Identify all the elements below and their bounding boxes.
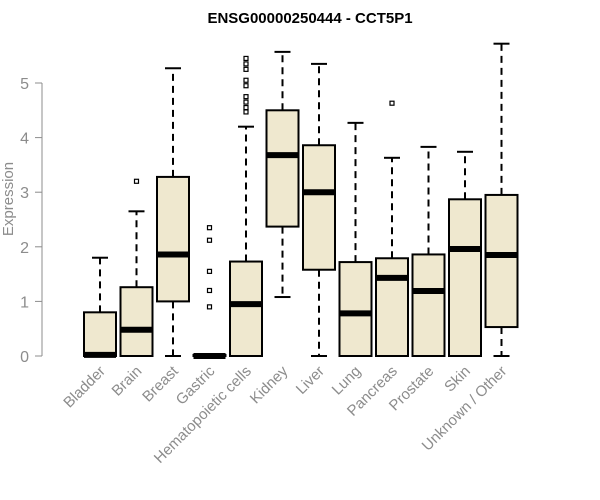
box-iqr (229, 260, 263, 357)
box-group (375, 100, 409, 357)
y-tick-label: 4 (20, 131, 29, 148)
box-iqr (302, 144, 336, 271)
y-tick-label: 3 (20, 185, 29, 202)
box-group (119, 178, 154, 358)
x-tick-label: Kidney (247, 362, 292, 407)
chart-title: ENSG00000250444 - CCT5P1 (207, 10, 412, 27)
outlier-point (206, 225, 213, 231)
box-iqr (338, 261, 373, 358)
y-tick-label: 1 (20, 294, 29, 311)
y-axis-ticks: 0 1 2 3 4 5 (20, 76, 42, 366)
box-group (156, 67, 190, 357)
outlier-point (243, 94, 249, 100)
outlier-point (133, 178, 140, 184)
outlier-point (389, 100, 395, 106)
box-iqr (119, 286, 154, 358)
y-axis-label: Expression (0, 162, 17, 236)
outlier-point (243, 66, 249, 72)
box-iqr (448, 198, 482, 357)
outlier-point (243, 109, 249, 115)
x-tick-label: Bladder (60, 363, 109, 412)
box-group (192, 225, 227, 359)
box-iqr (83, 311, 117, 358)
box-group (265, 50, 300, 299)
box-group (448, 150, 482, 357)
outlier-point (206, 237, 213, 243)
box-group (302, 62, 336, 357)
outlier-point (243, 83, 249, 89)
outlier-point (243, 55, 249, 62)
box-series (83, 42, 519, 359)
box-group (83, 256, 117, 358)
outlier-point (206, 268, 213, 274)
x-tick-label: Liver (293, 363, 328, 398)
box-iqr (156, 175, 190, 303)
box-iqr (375, 257, 409, 357)
box-iqr (265, 109, 300, 228)
box-iqr (411, 253, 446, 357)
outlier-point (243, 77, 249, 83)
outlier-point (243, 99, 249, 105)
box-group (484, 42, 519, 357)
outlier-point (206, 287, 213, 294)
outlier-point (243, 104, 249, 111)
y-tick-label: 5 (20, 76, 29, 93)
y-tick-label: 2 (20, 240, 29, 257)
outlier-point (243, 61, 249, 67)
x-tick-label: Skin (441, 363, 474, 396)
box-iqr (484, 193, 519, 329)
box-group (411, 145, 446, 357)
outlier-point (206, 304, 213, 310)
y-tick-label: 0 (20, 349, 29, 366)
box-group (338, 121, 373, 358)
box-group (229, 55, 263, 357)
